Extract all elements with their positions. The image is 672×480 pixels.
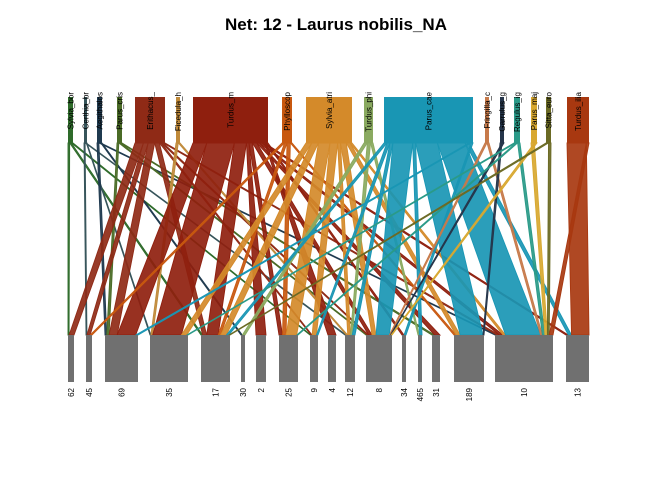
higher-node-13 [514, 97, 520, 143]
higher-node-16 [567, 97, 589, 143]
higher-node-label-8: Sylvia_atri [325, 92, 334, 129]
higher-node-4 [135, 97, 165, 143]
lower-node-label-0: 62 [67, 387, 76, 396]
lower-node-label-3: 35 [165, 387, 174, 396]
lower-node-label-11: 8 [375, 387, 384, 392]
higher-node-7 [282, 97, 292, 143]
lower-node-label-16: 10 [520, 387, 529, 396]
chart-title: Net: 12 - Laurus nobilis_NA [225, 15, 447, 34]
higher-node-label-15: Sitta_euro [545, 91, 554, 128]
lower-node-1 [86, 335, 92, 382]
higher-node-label-13: Regulus_ig [513, 92, 522, 132]
link-0 [67, 142, 71, 336]
higher-node-14 [531, 97, 537, 143]
higher-node-label-9: Turdus_phi [365, 92, 374, 132]
higher-node-15 [546, 97, 551, 143]
lower-node-12 [402, 335, 406, 382]
lower-node-16 [495, 335, 553, 382]
lower-node-label-5: 30 [239, 387, 248, 396]
lower-node-label-17: 13 [574, 387, 583, 396]
lower-node-0 [68, 335, 74, 382]
interaction-links [67, 142, 590, 336]
lower-node-label-10: 12 [346, 387, 355, 396]
link-67 [546, 142, 552, 336]
lower-node-7 [279, 335, 298, 382]
higher-node-2 [97, 97, 102, 143]
higher-node-label-0: Sylvia_bor [67, 92, 76, 130]
lower-node-6 [256, 335, 266, 382]
lower-node-label-7: 25 [285, 387, 294, 396]
higher-node-label-16: Turdus_ilia [574, 91, 583, 130]
higher-node-label-4: Erithacus_ [146, 91, 155, 129]
lower-node-11 [366, 335, 392, 382]
lower-level-nodes: 62 45 69 35 17 30 2 25 9 4 12 8 34 465 31 189 10 13 [67, 335, 589, 401]
higher-node-label-10: Parus_cae [425, 91, 434, 130]
higher-node-label-2: Aegithalos [96, 92, 105, 129]
lower-node-label-8: 9 [310, 387, 319, 392]
higher-node-5 [176, 97, 180, 143]
higher-node-label-11: Fringilla_c [483, 92, 492, 128]
lower-node-label-6: 2 [257, 387, 266, 392]
higher-node-12 [500, 97, 504, 143]
higher-node-label-5: Ficedula_h [174, 92, 183, 131]
lower-node-4 [201, 335, 230, 382]
higher-node-1 [84, 97, 87, 143]
lower-node-9 [328, 335, 336, 382]
higher-node-label-6: Turdus_m [227, 92, 236, 128]
lower-node-3 [150, 335, 188, 382]
lower-node-13 [418, 335, 422, 382]
lower-node-label-14: 31 [432, 387, 441, 396]
lower-node-10 [345, 335, 355, 382]
higher-node-label-3: Parus_cris [116, 92, 125, 130]
higher-node-9 [364, 97, 373, 143]
lower-node-label-9: 4 [328, 387, 337, 392]
higher-node-0 [68, 97, 73, 143]
lower-node-17 [566, 335, 589, 382]
lower-node-label-4: 17 [212, 387, 221, 396]
lower-node-label-15: 189 [465, 387, 474, 401]
lower-node-2 [105, 335, 138, 382]
lower-node-label-12: 34 [400, 387, 409, 396]
higher-node-3 [117, 97, 122, 143]
lower-node-5 [241, 335, 245, 382]
lower-node-label-13: 465 [416, 387, 425, 401]
lower-node-8 [310, 335, 318, 382]
higher-node-10 [384, 97, 473, 143]
lower-node-label-1: 45 [85, 387, 94, 396]
higher-node-8 [306, 97, 352, 143]
higher-node-label-14: Parus_maj [530, 92, 539, 130]
lower-node-15 [454, 335, 484, 382]
lower-node-label-2: 69 [118, 387, 127, 396]
higher-node-label-1: Certhia_br [82, 92, 91, 130]
lower-node-14 [432, 335, 440, 382]
higher-node-11 [485, 97, 489, 143]
higher-node-label-12: Garrulus_g [498, 92, 507, 132]
higher-level-nodes: Sylvia_bor Certhia_br Aegithalos Parus_cris… [67, 91, 589, 143]
higher-node-6 [193, 97, 268, 143]
higher-node-label-7: Phylloscop [283, 91, 292, 130]
